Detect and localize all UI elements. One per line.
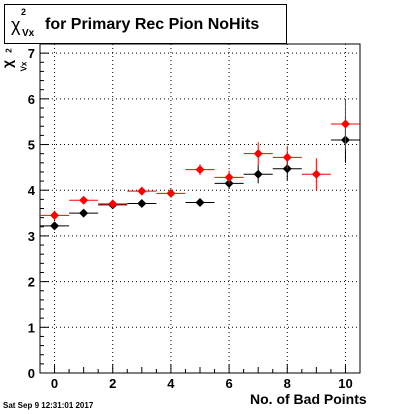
y-label-subscript: Vx — [19, 61, 29, 72]
data-point-marker — [108, 199, 118, 209]
x-tick-label: 4 — [167, 376, 175, 391]
x-tick-label: 8 — [284, 376, 291, 391]
y-tick-label: 1 — [28, 320, 35, 335]
y-tick-label: 7 — [28, 46, 35, 61]
data-point-marker — [195, 198, 205, 208]
data-point-marker — [50, 221, 60, 231]
title-chi-symbol: χ — [11, 15, 21, 35]
y-tick-label: 0 — [28, 366, 35, 381]
data-point-marker — [79, 208, 89, 218]
data-point-marker — [137, 198, 147, 208]
y-axis-label: 2 χ Vx — [0, 40, 29, 76]
series-group — [40, 117, 360, 231]
data-point-marker — [253, 169, 263, 179]
data-point-marker — [50, 210, 60, 220]
data-point-marker — [311, 169, 321, 179]
data-point-marker — [195, 165, 205, 175]
chart-title: χ 2 Vx for Primary Rec Pion NoHits — [4, 4, 287, 44]
data-point-marker — [224, 172, 234, 182]
title-text: for Primary Rec Pion NoHits — [45, 16, 260, 33]
y-tick-label: 5 — [28, 138, 35, 153]
title-superscript: 2 — [21, 7, 27, 17]
axis-ticks — [39, 43, 361, 374]
y-tick-label: 4 — [28, 183, 36, 198]
y-label-symbol: χ — [0, 59, 16, 69]
y-label-superscript: 2 — [4, 48, 14, 53]
y-tick-label: 2 — [28, 275, 35, 290]
x-tick-label: 0 — [51, 376, 58, 391]
title-subscript: Vx — [22, 28, 35, 39]
x-tick-label: 2 — [109, 376, 116, 391]
data-point-marker — [282, 152, 292, 162]
y-tick-label: 6 — [28, 92, 35, 107]
series-group — [40, 98, 360, 220]
data-series — [40, 98, 360, 231]
data-point-marker — [340, 119, 350, 129]
plot-frame — [39, 43, 361, 374]
data-point-marker — [79, 195, 89, 205]
x-tick-label: 10 — [338, 376, 352, 391]
tick-labels: 0 2 4 6 8 10 0 1 2 3 4 5 6 7 — [28, 46, 353, 391]
data-point-marker — [253, 149, 263, 159]
y-tick-label: 3 — [28, 229, 35, 244]
x-axis-label: No. of Bad Points — [250, 391, 367, 407]
data-point-marker — [166, 188, 176, 198]
x-tick-label: 6 — [225, 376, 232, 391]
data-point-marker — [137, 186, 147, 196]
timestamp: Sat Sep 9 12:31:01 2017 — [3, 401, 94, 410]
